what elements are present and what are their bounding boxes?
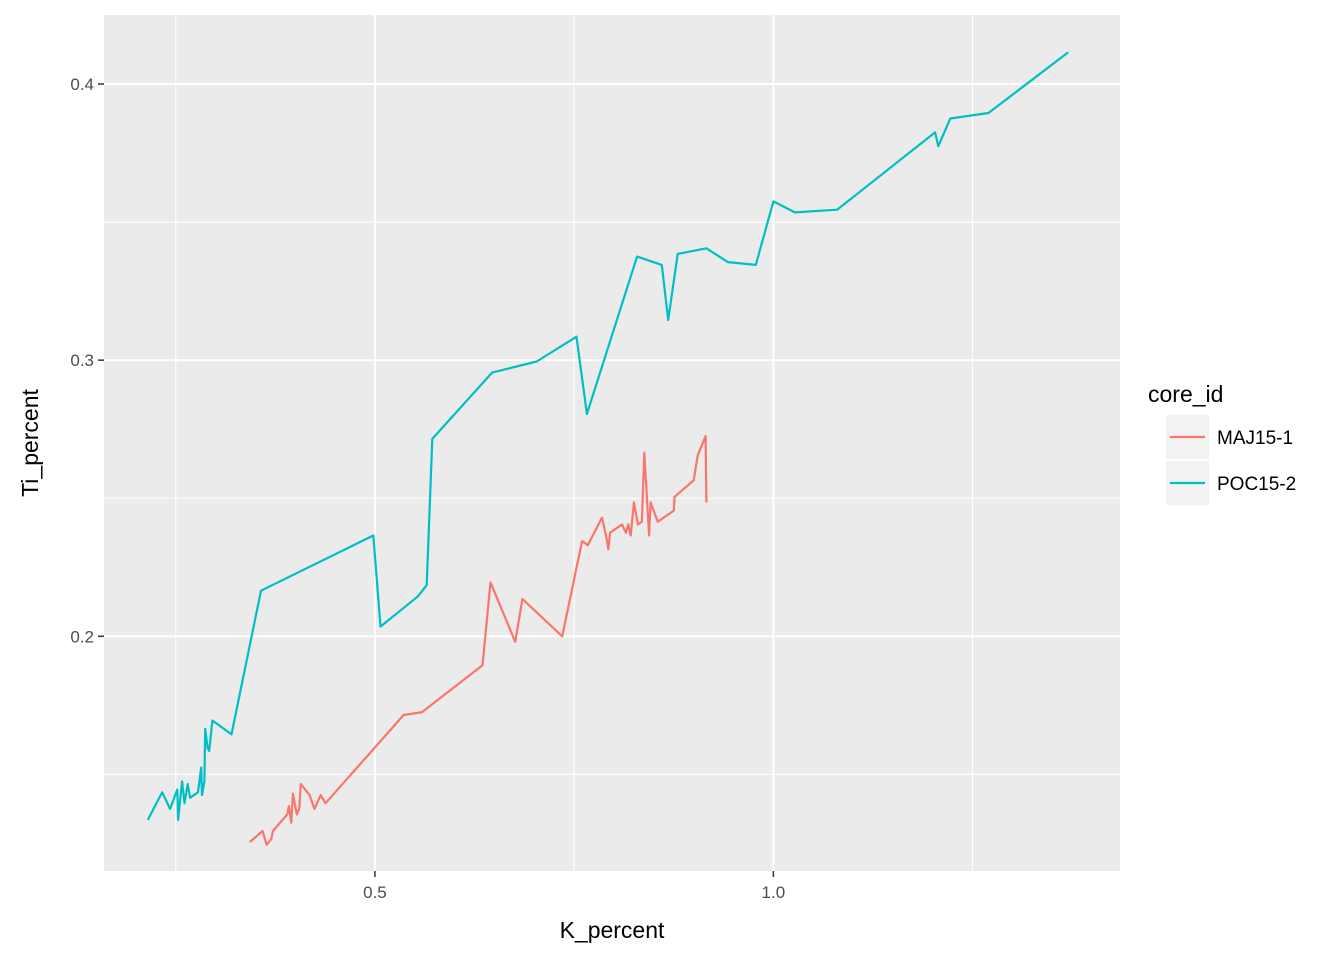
x-tick-label: 0.5 <box>363 883 387 902</box>
major-gridlines <box>104 15 1120 871</box>
x-tick-label: 1.0 <box>762 883 786 902</box>
legend-label: POC15-2 <box>1217 474 1296 495</box>
series-lines <box>146 51 1069 846</box>
panel-background <box>104 15 1120 871</box>
legend-label: MAJ15-1 <box>1217 428 1293 449</box>
legend-title: core_id <box>1148 381 1223 407</box>
x-axis: 0.5 1.0 <box>363 871 785 902</box>
y-axis-title: Ti_percent <box>17 388 43 496</box>
series-line-poc15-2 <box>146 51 1069 822</box>
y-tick-label: 0.4 <box>70 75 94 94</box>
x-axis-title: K_percent <box>560 917 665 943</box>
legend: core_id MAJ15-1 POC15-2 <box>1148 381 1296 505</box>
series-line-maj15-1 <box>249 435 708 846</box>
y-tick-label: 0.3 <box>70 351 94 370</box>
minor-gridlines <box>104 15 1120 871</box>
y-axis: 0.2 0.3 0.4 <box>70 75 104 646</box>
legend-items: MAJ15-1 POC15-2 <box>1166 415 1296 505</box>
y-tick-label: 0.2 <box>70 627 94 646</box>
